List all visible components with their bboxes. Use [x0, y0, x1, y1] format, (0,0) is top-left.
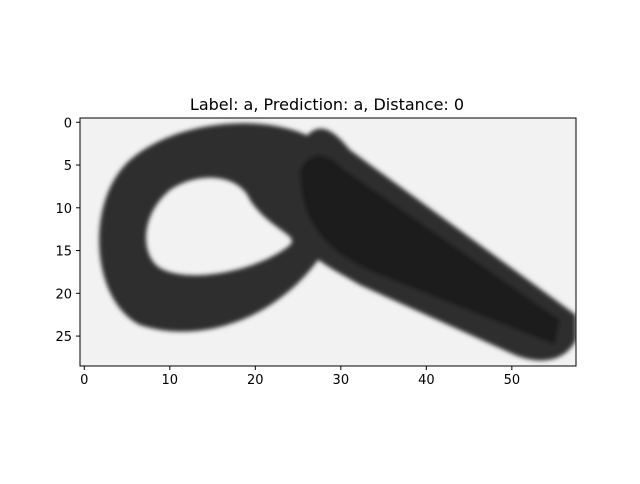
y-tick-label: 10 — [55, 202, 72, 217]
axes-frame — [79, 117, 577, 367]
x-tick-label: 10 — [162, 373, 179, 388]
letter-strokes — [99, 123, 576, 361]
y-axis: 0 5 10 15 20 25 — [55, 116, 80, 345]
letter-tail-core — [300, 155, 560, 345]
y-tick-label: 25 — [55, 330, 72, 345]
handwritten-letter-image — [80, 118, 576, 366]
x-tick-label: 40 — [418, 373, 435, 388]
x-tick-label: 0 — [80, 373, 88, 388]
y-tick-label: 15 — [55, 245, 72, 260]
letter-bowl-stroke — [99, 123, 335, 332]
y-tick-label: 0 — [64, 116, 72, 131]
x-tick-label: 30 — [333, 373, 350, 388]
chart-title: Label: a, Prediction: a, Distance: 0 — [190, 95, 464, 114]
y-tick-label: 20 — [55, 287, 72, 302]
x-tick-label: 20 — [247, 373, 264, 388]
y-tick-label: 5 — [64, 159, 72, 174]
x-axis: 0 10 20 30 40 50 — [80, 366, 520, 388]
x-tick-label: 50 — [504, 373, 521, 388]
